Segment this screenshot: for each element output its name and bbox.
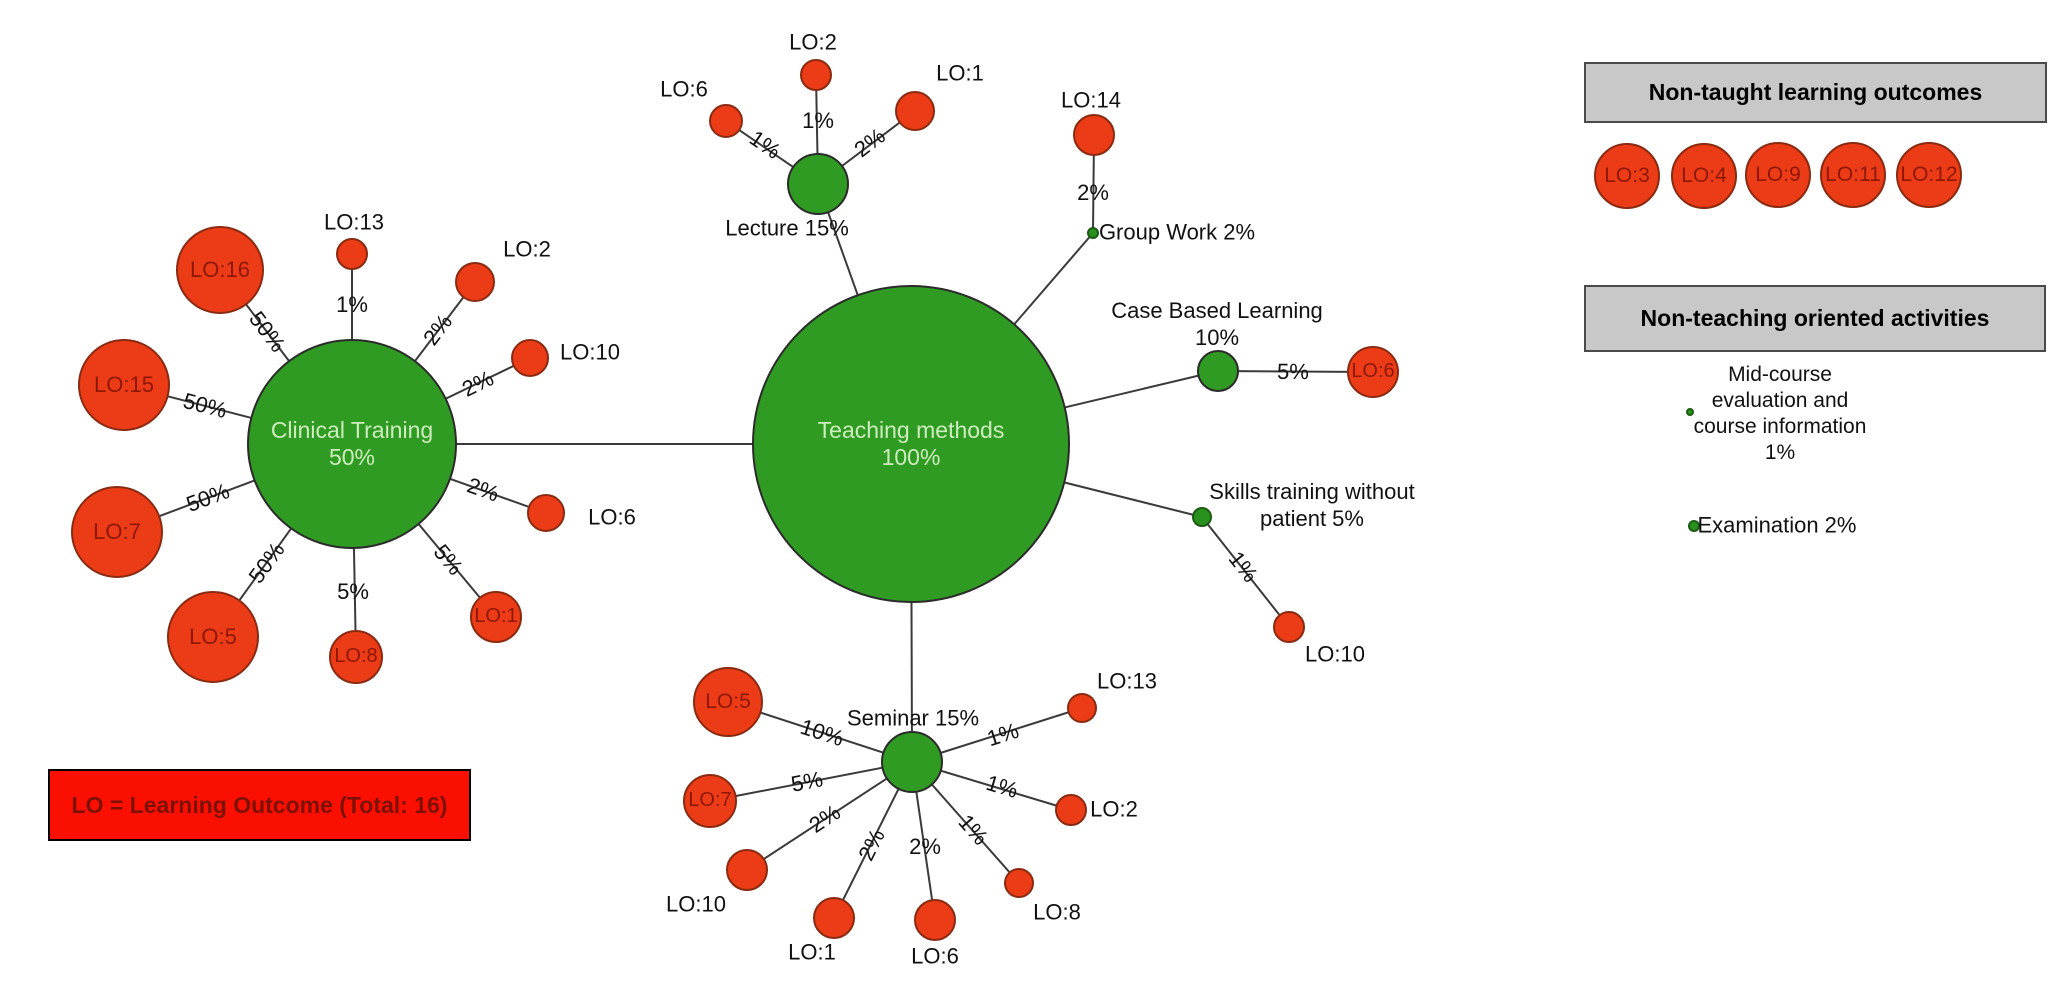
node-lecture: [787, 153, 849, 215]
node-c8: LO:8: [329, 630, 383, 684]
node-midcourse: [1686, 408, 1694, 416]
node-label-nt11: LO:11: [1825, 162, 1881, 186]
node-seminar: [881, 731, 943, 793]
node-groupwork: [1087, 227, 1099, 239]
node-label-c7: LO:7: [93, 519, 141, 545]
node-label-l6: LO:6: [660, 76, 708, 102]
node-teaching: Teaching methods 100%: [752, 285, 1070, 603]
edge-label-clinical-c13: 1%: [336, 292, 368, 317]
node-cb6: LO:6: [1347, 346, 1399, 398]
non-teaching-title: Non-teaching oriented activities: [1640, 305, 1990, 331]
node-label-se7: LO:7: [688, 789, 732, 812]
node-c5: LO:5: [167, 591, 259, 683]
node-label-se13: LO:13: [1097, 668, 1157, 694]
node-examination: [1688, 520, 1700, 532]
node-label-se8: LO:8: [1033, 899, 1081, 925]
node-nt12: LO:12: [1896, 142, 1962, 208]
node-label-c8: LO:8: [334, 645, 378, 668]
node-label-g14: LO:14: [1061, 87, 1121, 113]
node-se7: LO:7: [683, 774, 737, 828]
node-c2: [455, 262, 495, 302]
edge-label-lecture-l2: 1%: [802, 108, 834, 133]
non-taught-header-box: Non-taught learning outcomes: [1584, 62, 2047, 123]
node-label-lecture: Lecture 15%: [725, 215, 849, 241]
node-label-c2: LO:2: [503, 236, 551, 262]
node-se8: [1004, 868, 1034, 898]
node-label-skills: Skills training without patient 5%: [1209, 479, 1415, 531]
edge-label-seminar-se6: 2%: [909, 834, 941, 859]
edge-label-casebased-cb6: 5%: [1277, 358, 1309, 385]
non-taught-title: Non-taught learning outcomes: [1648, 79, 1983, 105]
node-c6: [527, 494, 565, 532]
node-label-se1: LO:1: [788, 939, 836, 965]
node-label-groupwork: Group Work 2%: [1098, 219, 1256, 245]
node-se10: [726, 849, 768, 891]
node-label-seminar: Seminar 15%: [846, 705, 980, 731]
node-casebased: [1197, 350, 1239, 392]
node-label-teaching: Teaching methods 100%: [817, 416, 1005, 470]
node-label-c1: LO:1: [474, 605, 518, 628]
node-label-nt12: LO:12: [1900, 162, 1958, 186]
node-label-s10: LO:10: [1305, 641, 1365, 667]
node-label-c6: LO:6: [588, 504, 636, 530]
node-nt9: LO:9: [1745, 142, 1811, 208]
node-label-c15: LO:15: [94, 372, 154, 398]
node-nt3: LO:3: [1594, 143, 1660, 209]
node-c16: LO:16: [176, 226, 264, 314]
node-l1: [895, 91, 935, 131]
edge-label-clinical-c8: 5%: [337, 579, 369, 604]
node-label-nt9: LO:9: [1755, 162, 1801, 186]
node-c10: [511, 339, 549, 377]
node-label-l2: LO:2: [789, 29, 837, 55]
node-se2: [1055, 794, 1087, 826]
node-label-clinical: Clinical Training 50%: [270, 416, 434, 470]
node-label-c10: LO:10: [560, 339, 620, 365]
node-se1: [813, 897, 855, 939]
node-se13: [1067, 693, 1097, 723]
node-label-casebased: Case Based Learning 10%: [1111, 298, 1323, 350]
edge-skills-s10: [1201, 516, 1290, 628]
node-nt4: LO:4: [1671, 143, 1737, 209]
node-label-l1: LO:1: [936, 60, 984, 86]
node-s10: [1273, 611, 1305, 643]
node-label-midcourse: Mid-course evaluation and course informa…: [1693, 362, 1867, 465]
node-g14: [1073, 114, 1115, 156]
node-clinical: Clinical Training 50%: [247, 339, 457, 549]
node-c13: [336, 238, 368, 270]
node-c1: LO:1: [470, 591, 522, 643]
node-label-c16: LO:16: [190, 257, 250, 283]
node-label-se10: LO:10: [666, 891, 726, 917]
node-label-c5: LO:5: [189, 624, 237, 650]
node-se5: LO:5: [693, 667, 763, 737]
node-label-se6: LO:6: [911, 943, 959, 969]
node-c7: LO:7: [71, 486, 163, 578]
legend-box: LO = Learning Outcome (Total: 16): [48, 769, 471, 841]
node-label-c13: LO:13: [324, 209, 384, 235]
node-c15: LO:15: [78, 339, 170, 431]
node-label-nt3: LO:3: [1604, 163, 1650, 187]
node-l2: [800, 59, 832, 91]
node-label-nt4: LO:4: [1681, 163, 1727, 187]
node-label-cb6: LO:6: [1351, 360, 1395, 383]
node-label-examination: Examination 2%: [1697, 512, 1857, 538]
node-label-se2: LO:2: [1090, 796, 1138, 822]
node-label-se5: LO:5: [705, 689, 751, 713]
legend-label: LO = Learning Outcome (Total: 16): [71, 791, 448, 818]
edge-label-groupwork-g14: 2%: [1077, 180, 1109, 205]
node-se6: [914, 899, 956, 941]
node-skills: [1192, 507, 1212, 527]
node-l6: [709, 104, 743, 138]
edge-seminar-se10: [746, 761, 913, 871]
edge-seminar-se7: [709, 761, 913, 802]
non-teaching-header-box: Non-teaching oriented activities: [1584, 285, 2046, 352]
node-nt11: LO:11: [1820, 142, 1886, 208]
